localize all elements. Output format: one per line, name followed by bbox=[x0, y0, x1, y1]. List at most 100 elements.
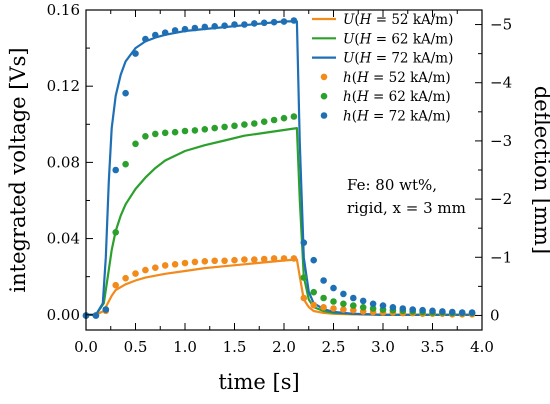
legend-marker-swatch bbox=[320, 73, 328, 81]
data-point bbox=[330, 298, 337, 305]
data-point bbox=[142, 266, 149, 274]
data-point bbox=[419, 306, 426, 314]
data-point bbox=[221, 257, 228, 265]
legend-label: h(H = 62 kA/m) bbox=[343, 89, 451, 105]
data-point bbox=[300, 294, 308, 302]
data-point bbox=[181, 259, 189, 267]
data-point bbox=[439, 308, 446, 315]
data-point bbox=[122, 274, 129, 282]
data-point bbox=[251, 20, 258, 27]
data-point bbox=[320, 277, 327, 284]
data-point bbox=[290, 113, 298, 120]
x-tick-label: 0.0 bbox=[74, 338, 98, 356]
x-tick-label: 2.0 bbox=[272, 338, 296, 356]
data-point bbox=[350, 306, 357, 314]
data-point bbox=[359, 304, 367, 311]
data-point bbox=[201, 126, 209, 133]
data-point bbox=[191, 24, 199, 32]
y2-tick-label: −2 bbox=[490, 190, 512, 208]
x-tick-label: 4.0 bbox=[470, 338, 494, 356]
legend-marker-swatch bbox=[320, 112, 328, 119]
legend: U(H = 52 kA/m) U(H = 62 kA/m) U(H = 72 kA/… bbox=[312, 12, 453, 125]
data-point bbox=[171, 128, 179, 136]
y2-tick-label: 0 bbox=[490, 306, 500, 324]
data-point bbox=[211, 124, 218, 132]
data-point bbox=[201, 258, 209, 265]
data-point bbox=[171, 261, 179, 268]
data-point bbox=[449, 308, 456, 316]
data-point bbox=[152, 130, 159, 138]
data-point bbox=[468, 309, 476, 316]
data-point bbox=[152, 264, 159, 272]
data-point bbox=[350, 294, 357, 302]
y-axis-right: 0 −1 −2 −3 −4 −5 bbox=[475, 16, 512, 324]
x-axis-title: time [s] bbox=[218, 370, 299, 394]
data-point bbox=[320, 304, 327, 311]
data-point bbox=[191, 258, 199, 266]
data-point bbox=[132, 270, 139, 277]
y-tick-label: 0.08 bbox=[47, 153, 80, 171]
data-point bbox=[350, 302, 357, 309]
data-point bbox=[409, 306, 417, 313]
data-point bbox=[251, 120, 258, 127]
data-point bbox=[142, 133, 149, 140]
data-point bbox=[330, 284, 337, 292]
series-line-1 bbox=[86, 127, 473, 316]
data-point bbox=[280, 18, 288, 25]
data-point bbox=[270, 255, 278, 262]
legend-label: h(H = 72 kA/m) bbox=[343, 109, 451, 125]
y2-tick-label: −4 bbox=[490, 74, 512, 92]
data-point bbox=[241, 21, 248, 28]
data-point bbox=[122, 160, 129, 168]
data-point bbox=[171, 27, 179, 34]
data-point bbox=[359, 297, 367, 305]
legend-label: U(H = 52 kA/m) bbox=[343, 12, 453, 28]
data-point bbox=[211, 257, 218, 265]
legend-marker-swatch bbox=[320, 92, 328, 100]
data-point bbox=[369, 305, 377, 312]
x-tick-label: 0.5 bbox=[124, 338, 148, 356]
data-point bbox=[132, 140, 139, 148]
data-point bbox=[310, 301, 318, 309]
data-point bbox=[260, 255, 268, 263]
legend-label: h(H = 52 kA/m) bbox=[343, 70, 451, 86]
data-point bbox=[161, 262, 169, 269]
x-tick-label: 3.0 bbox=[371, 338, 395, 356]
data-point bbox=[280, 255, 288, 262]
x-tick-label: 3.5 bbox=[421, 338, 445, 356]
series-layer bbox=[82, 17, 476, 319]
data-point bbox=[191, 127, 199, 134]
data-point bbox=[458, 309, 466, 316]
data-point bbox=[389, 304, 397, 311]
data-point bbox=[221, 22, 228, 30]
legend-label: U(H = 62 kA/m) bbox=[343, 31, 453, 47]
data-point bbox=[92, 312, 100, 319]
data-point bbox=[181, 127, 189, 135]
x-tick-label: 1.5 bbox=[223, 338, 247, 356]
data-point bbox=[340, 306, 347, 313]
data-point bbox=[161, 129, 169, 137]
y-axis-title: integrated voltage [Vs] bbox=[6, 47, 30, 292]
data-point bbox=[270, 18, 278, 26]
data-point bbox=[330, 305, 337, 312]
y-tick-label: 0.00 bbox=[47, 306, 80, 324]
x-tick-label: 2.5 bbox=[322, 338, 346, 356]
data-point bbox=[260, 19, 268, 27]
annotation-line-1: Fe: 80 wt%, bbox=[347, 176, 437, 194]
legend-label: U(H = 72 kA/m) bbox=[343, 51, 453, 67]
y-tick-label: 0.04 bbox=[47, 230, 80, 248]
y2-tick-label: −1 bbox=[490, 248, 512, 266]
y-tick-label: 0.12 bbox=[47, 77, 80, 95]
data-point bbox=[112, 281, 119, 289]
data-point bbox=[399, 305, 407, 312]
data-point bbox=[379, 302, 387, 309]
data-point bbox=[320, 294, 327, 302]
y-axis-left: 0.00 0.04 0.08 0.12 0.16 bbox=[47, 1, 93, 324]
data-point bbox=[142, 35, 149, 43]
data-point bbox=[231, 122, 238, 130]
data-point bbox=[201, 23, 209, 31]
data-point bbox=[102, 306, 110, 313]
y-tick-label: 0.16 bbox=[47, 1, 80, 19]
data-point bbox=[270, 116, 278, 124]
data-point bbox=[152, 31, 159, 39]
